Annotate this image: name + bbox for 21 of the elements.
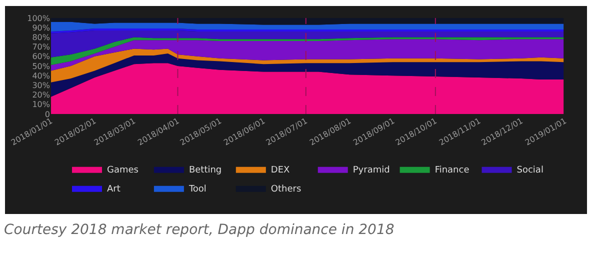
y-tick-label: 100% — [27, 14, 50, 23]
y-tick-label: 0 — [44, 110, 50, 119]
y-tick-label: 60% — [32, 52, 50, 62]
y-tick-label: 80% — [32, 33, 50, 42]
text: Courtesy 2018 market report, Dapp dominance in 2018 — [4, 222, 394, 238]
y-tick-label: 40% — [32, 71, 50, 80]
legend-label: Games — [107, 165, 139, 176]
y-tick-label: 70% — [32, 42, 50, 52]
legend-label: Pyramid — [352, 165, 390, 176]
legend-label: Betting — [188, 165, 222, 176]
legend-label: Finance — [434, 165, 470, 176]
y-tick-label: 20% — [32, 90, 50, 100]
y-tick-label: 10% — [32, 100, 50, 110]
legend-label: Social — [516, 165, 544, 176]
y-tick-label: 30% — [32, 81, 50, 90]
legend-label: Tool — [188, 184, 206, 194]
legend-label: DEX — [270, 165, 290, 176]
legend-label: Others — [270, 184, 302, 194]
legend-label: Art — [107, 184, 121, 194]
y-tick-label: 90% — [32, 23, 50, 32]
y-tick-label: 50% — [32, 62, 50, 71]
